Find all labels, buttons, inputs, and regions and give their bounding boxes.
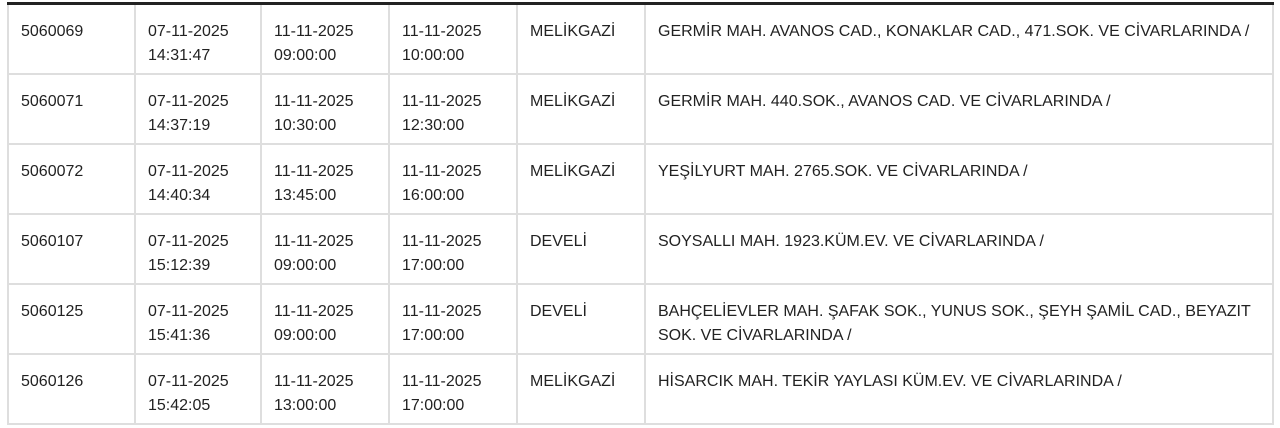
district: MELİKGAZİ [530, 23, 616, 40]
end-date: 11-11-2025 [402, 303, 482, 320]
table-row: 5060072 07-11-2025 14:40:34 11-11-2025 13:… [7, 143, 1274, 215]
outage-table: 5060069 07-11-2025 14:31:47 11-11-2025 09:… [7, 2, 1274, 425]
cell-district: DEVELİ [516, 213, 646, 285]
created-date: 07-11-2025 [148, 373, 229, 390]
created-time: 14:40:34 [148, 187, 211, 204]
start-date: 11-11-2025 [274, 23, 354, 40]
table-row: 5060069 07-11-2025 14:31:47 11-11-2025 09:… [7, 2, 1274, 75]
created-time: 14:37:19 [148, 117, 211, 134]
end-time: 10:00:00 [402, 47, 465, 64]
start-time: 09:00:00 [274, 327, 337, 344]
cell-district: MELİKGAZİ [516, 143, 646, 215]
cell-end: 11-11-2025 10:00:00 [388, 2, 518, 75]
created-time: 15:12:39 [148, 257, 211, 274]
address: GERMİR MAH. 440.SOK., AVANOS CAD. VE CİV… [658, 93, 1111, 110]
end-date: 11-11-2025 [402, 373, 482, 390]
table-row: 5060126 07-11-2025 15:42:05 11-11-2025 13:… [7, 353, 1274, 425]
created-date: 07-11-2025 [148, 23, 229, 40]
end-time: 17:00:00 [402, 327, 465, 344]
cell-address: BAHÇELİEVLER MAH. ŞAFAK SOK., YUNUS SOK.… [644, 283, 1274, 355]
start-time: 13:00:00 [274, 397, 337, 414]
id: 5060069 [21, 23, 84, 40]
cell-created: 07-11-2025 15:41:36 [134, 283, 262, 355]
cell-created: 07-11-2025 15:42:05 [134, 353, 262, 425]
start-date: 11-11-2025 [274, 93, 354, 110]
created-date: 07-11-2025 [148, 93, 229, 110]
end-time: 17:00:00 [402, 397, 465, 414]
address: BAHÇELİEVLER MAH. ŞAFAK SOK., YUNUS SOK.… [658, 303, 1251, 344]
end-date: 11-11-2025 [402, 233, 482, 250]
cell-start: 11-11-2025 09:00:00 [260, 2, 390, 75]
cell-end: 11-11-2025 17:00:00 [388, 283, 518, 355]
cell-created: 07-11-2025 15:12:39 [134, 213, 262, 285]
cell-district: DEVELİ [516, 283, 646, 355]
cell-id: 5060126 [7, 353, 136, 425]
start-time: 09:00:00 [274, 47, 337, 64]
start-time: 13:45:00 [274, 187, 337, 204]
address: GERMİR MAH. AVANOS CAD., KONAKLAR CAD., … [658, 23, 1250, 40]
created-time: 15:41:36 [148, 327, 211, 344]
cell-district: MELİKGAZİ [516, 2, 646, 75]
cell-id: 5060072 [7, 143, 136, 215]
table-row: 5060071 07-11-2025 14:37:19 11-11-2025 10:… [7, 73, 1274, 145]
cell-address: GERMİR MAH. 440.SOK., AVANOS CAD. VE CİV… [644, 73, 1274, 145]
id: 5060125 [21, 303, 84, 320]
cell-id: 5060125 [7, 283, 136, 355]
end-date: 11-11-2025 [402, 93, 482, 110]
start-time: 10:30:00 [274, 117, 337, 134]
end-date: 11-11-2025 [402, 163, 482, 180]
created-time: 15:42:05 [148, 397, 211, 414]
cell-address: YEŞİLYURT MAH. 2765.SOK. VE CİVARLARINDA… [644, 143, 1274, 215]
cell-start: 11-11-2025 09:00:00 [260, 283, 390, 355]
table-row: 5060107 07-11-2025 15:12:39 11-11-2025 09:… [7, 213, 1274, 285]
district: MELİKGAZİ [530, 163, 616, 180]
address: SOYSALLI MAH. 1923.KÜM.EV. VE CİVARLARIN… [658, 233, 1044, 250]
id: 5060072 [21, 163, 84, 180]
end-date: 11-11-2025 [402, 23, 482, 40]
id: 5060071 [21, 93, 84, 110]
district: DEVELİ [530, 233, 587, 250]
cell-created: 07-11-2025 14:31:47 [134, 2, 262, 75]
cell-created: 07-11-2025 14:40:34 [134, 143, 262, 215]
address: HİSARCIK MAH. TEKİR YAYLASI KÜM.EV. VE C… [658, 373, 1122, 390]
cell-end: 11-11-2025 12:30:00 [388, 73, 518, 145]
table-row: 5060125 07-11-2025 15:41:36 11-11-2025 09:… [7, 283, 1274, 355]
cell-id: 5060071 [7, 73, 136, 145]
created-date: 07-11-2025 [148, 233, 229, 250]
id: 5060126 [21, 373, 84, 390]
cell-address: GERMİR MAH. AVANOS CAD., KONAKLAR CAD., … [644, 2, 1274, 75]
created-date: 07-11-2025 [148, 303, 229, 320]
start-date: 11-11-2025 [274, 373, 354, 390]
id: 5060107 [21, 233, 84, 250]
start-time: 09:00:00 [274, 257, 337, 274]
cell-address: SOYSALLI MAH. 1923.KÜM.EV. VE CİVARLARIN… [644, 213, 1274, 285]
district: MELİKGAZİ [530, 93, 616, 110]
cell-start: 11-11-2025 13:00:00 [260, 353, 390, 425]
cell-start: 11-11-2025 09:00:00 [260, 213, 390, 285]
cell-district: MELİKGAZİ [516, 73, 646, 145]
cell-id: 5060107 [7, 213, 136, 285]
start-date: 11-11-2025 [274, 163, 354, 180]
start-date: 11-11-2025 [274, 233, 354, 250]
cell-end: 11-11-2025 16:00:00 [388, 143, 518, 215]
cell-start: 11-11-2025 10:30:00 [260, 73, 390, 145]
cell-end: 11-11-2025 17:00:00 [388, 213, 518, 285]
start-date: 11-11-2025 [274, 303, 354, 320]
end-time: 16:00:00 [402, 187, 465, 204]
cell-address: HİSARCIK MAH. TEKİR YAYLASI KÜM.EV. VE C… [644, 353, 1274, 425]
district: DEVELİ [530, 303, 587, 320]
cell-start: 11-11-2025 13:45:00 [260, 143, 390, 215]
created-date: 07-11-2025 [148, 163, 229, 180]
end-time: 17:00:00 [402, 257, 465, 274]
cell-created: 07-11-2025 14:37:19 [134, 73, 262, 145]
address: YEŞİLYURT MAH. 2765.SOK. VE CİVARLARINDA… [658, 163, 1028, 180]
cell-district: MELİKGAZİ [516, 353, 646, 425]
end-time: 12:30:00 [402, 117, 465, 134]
created-time: 14:31:47 [148, 47, 211, 64]
cell-id: 5060069 [7, 2, 136, 75]
cell-end: 11-11-2025 17:00:00 [388, 353, 518, 425]
district: MELİKGAZİ [530, 373, 616, 390]
